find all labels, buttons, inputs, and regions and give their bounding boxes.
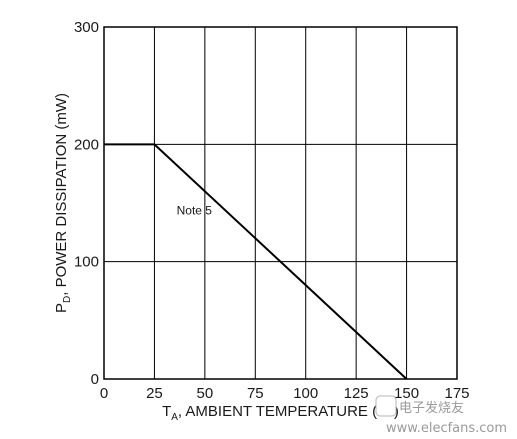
series-line-0: [104, 143, 408, 380]
annotation-0: Note 5: [177, 204, 213, 218]
y-tick-label-0: 0: [91, 371, 99, 388]
x-tick-label-75: 75: [247, 385, 264, 402]
x-tick-label-25: 25: [146, 385, 163, 402]
grid-lines: [104, 27, 457, 379]
y-tick-label-300: 300: [74, 19, 99, 36]
y-tick-label-100: 100: [74, 254, 99, 271]
x-axis-label-sub: A: [171, 412, 178, 423]
x-axis-label-main: T: [162, 403, 171, 420]
plot-frame: [103, 26, 458, 380]
watermark-site: www.elecfans.com: [386, 421, 507, 436]
y-tick-label-200: 200: [74, 136, 99, 153]
x-tick-label-175: 175: [444, 385, 469, 402]
y-axis-label: PD, POWER DISSIPATION (mW): [53, 93, 73, 313]
x-axis-label: TA, AMBIENT TEMPERATURE (°C): [162, 403, 399, 423]
x-tick-label-0: 0: [100, 385, 108, 402]
x-tick-labels: 0 25 50 75 100 125 150 175: [100, 385, 470, 402]
y-axis-label-main: P: [53, 303, 70, 313]
x-tick-label-100: 100: [293, 385, 318, 402]
annotations: Note 5: [177, 204, 213, 218]
x-tick-label-150: 150: [394, 385, 419, 402]
y-tick-labels: 0 100 200 300: [74, 19, 99, 388]
watermark-text: 电子发烧友: [399, 400, 464, 416]
y-axis-label-sub: D: [62, 296, 73, 303]
x-tick-label-50: 50: [197, 385, 214, 402]
watermark-logo: [375, 395, 397, 417]
x-axis-label-rest: , AMBIENT TEMPERATURE (°C): [178, 403, 399, 420]
watermark: 电子发烧友 www.elecfans.com: [375, 395, 507, 436]
series-layer: [104, 143, 408, 380]
x-tick-label-125: 125: [344, 385, 369, 402]
y-axis-label-rest: , POWER DISSIPATION (mW): [53, 93, 70, 296]
